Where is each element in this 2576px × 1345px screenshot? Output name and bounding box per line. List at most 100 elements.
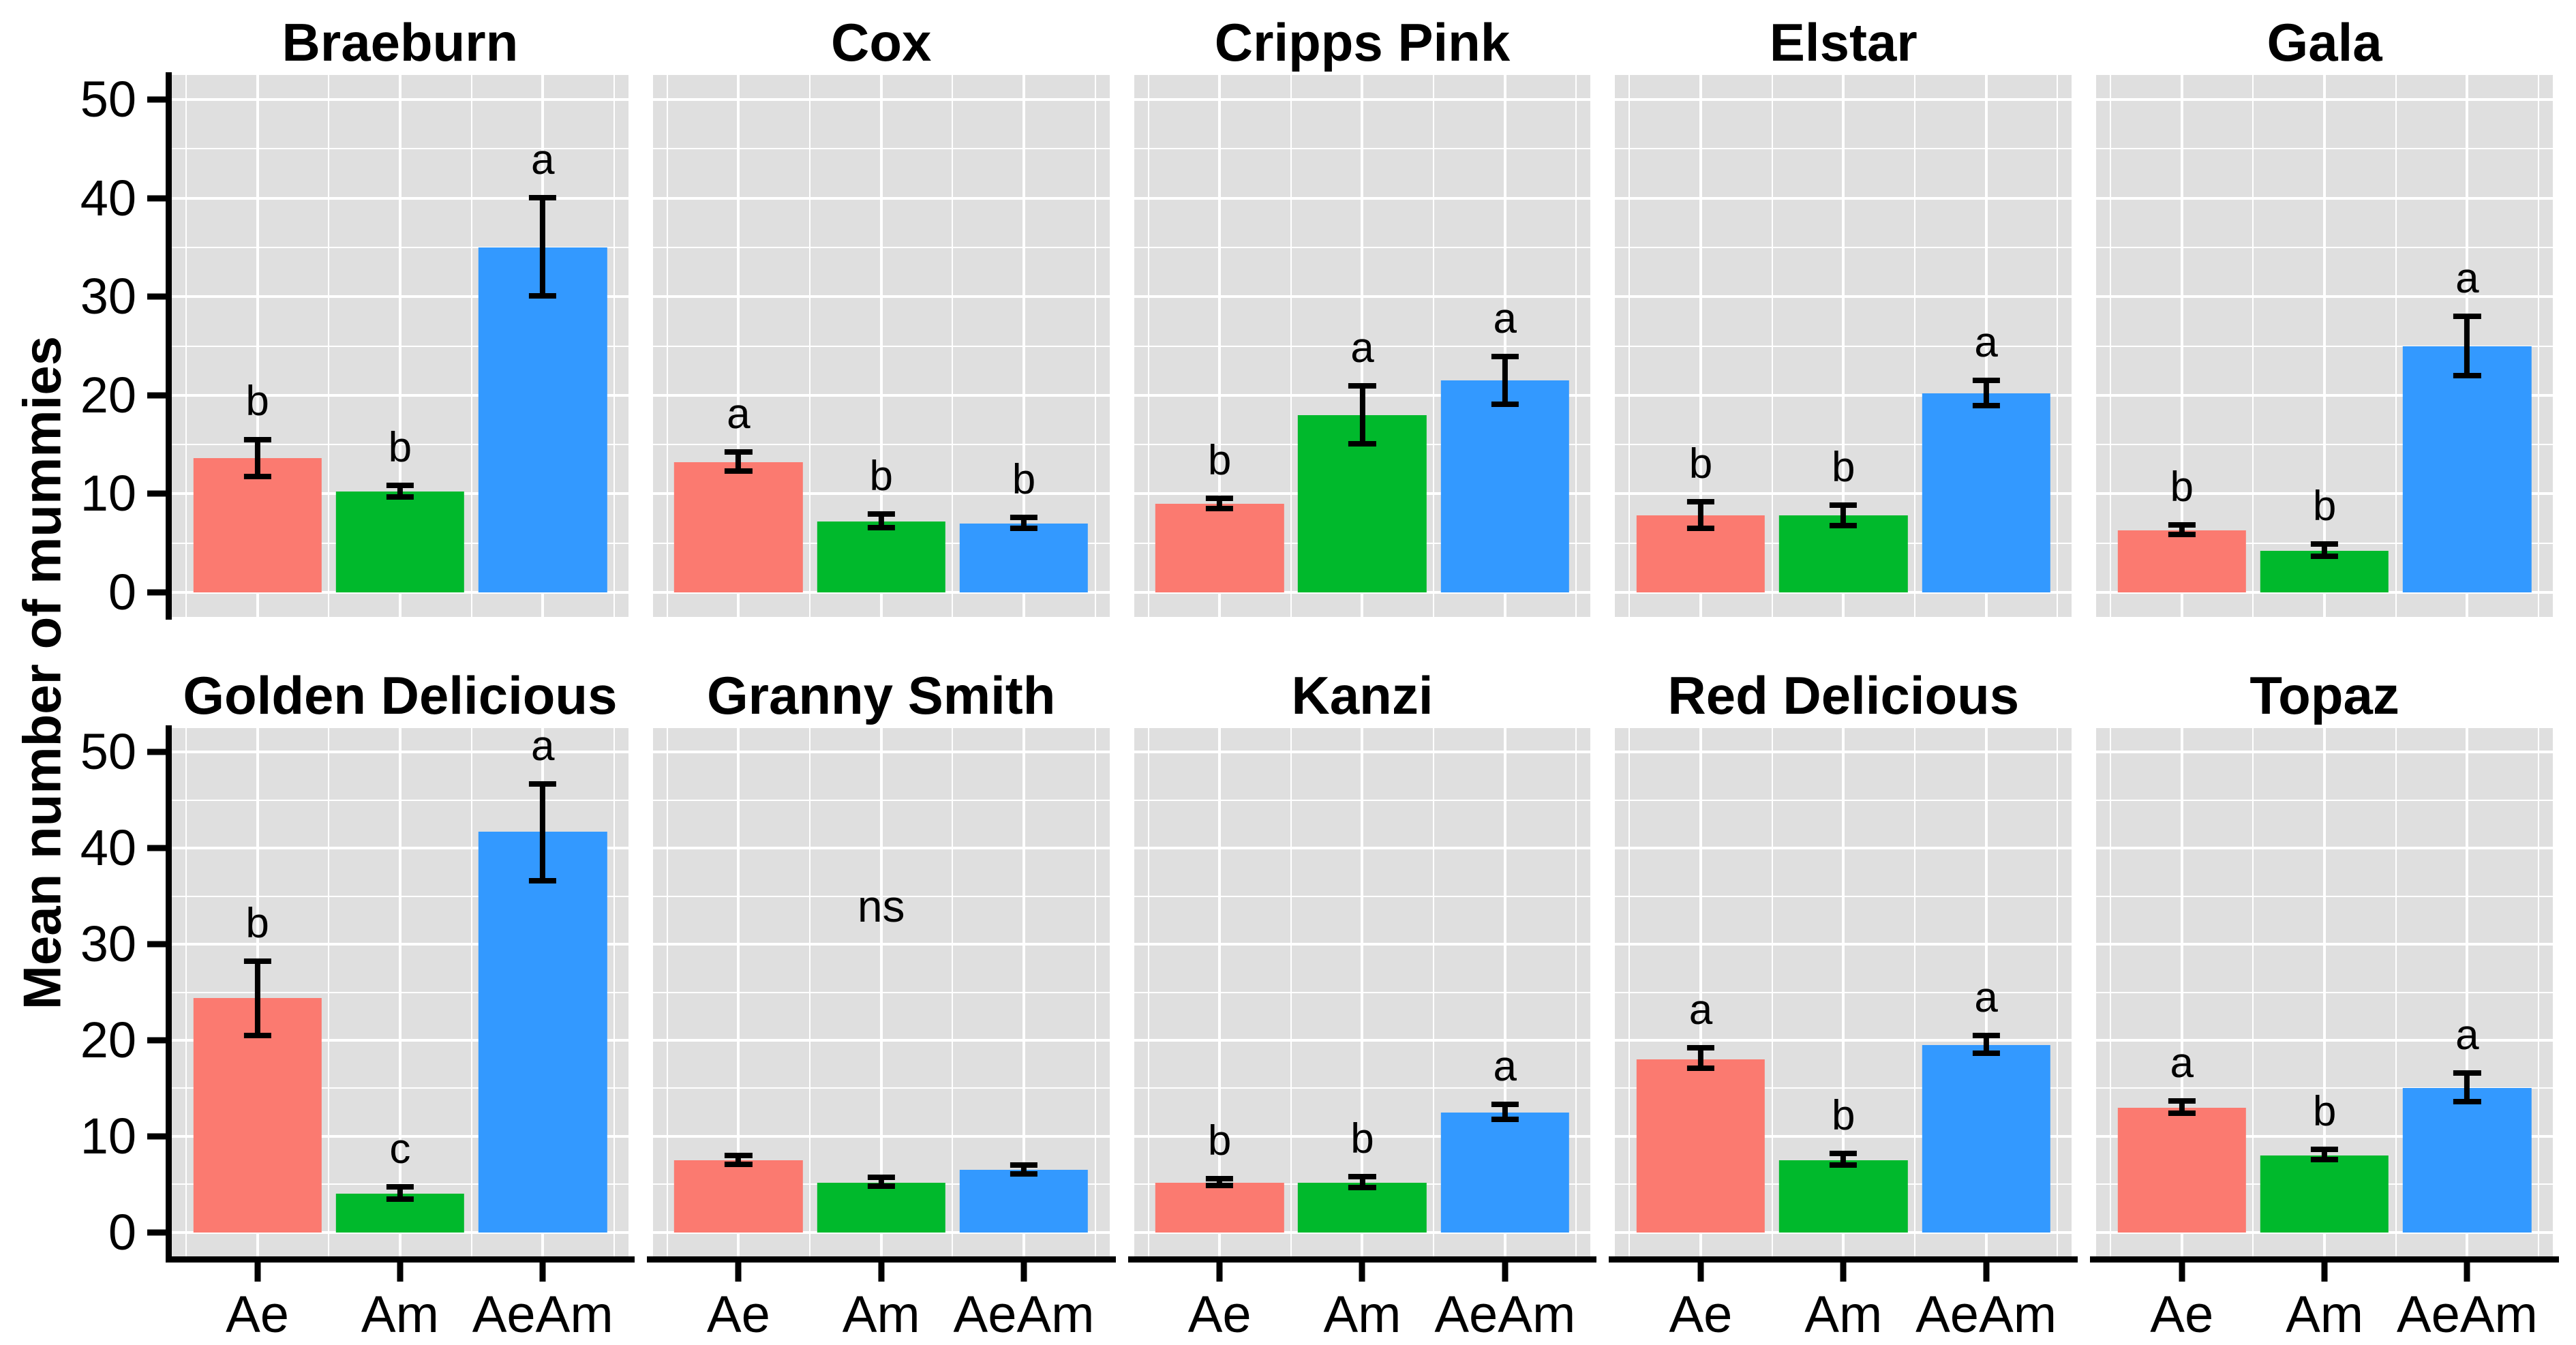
gridline-minor-vertical xyxy=(1147,75,1149,617)
error-bar-bottom-cap xyxy=(1348,440,1376,447)
bar-Am xyxy=(2260,1155,2389,1233)
error-bar-bottom-cap xyxy=(1972,402,2000,408)
bar-AeAm xyxy=(479,832,607,1233)
significance-letter: a xyxy=(1974,973,1998,1021)
bar-Ae xyxy=(2117,530,2246,592)
error-bar-stem xyxy=(1697,1045,1703,1072)
gridline-minor-vertical xyxy=(1575,728,1577,1256)
significance-letter: b xyxy=(388,424,412,472)
gridline-major-vertical xyxy=(2180,75,2183,617)
error-bar xyxy=(1491,1102,1519,1122)
gridline-minor-vertical xyxy=(1575,75,1577,617)
bar-AeAm xyxy=(1440,1112,1569,1233)
significance-letter: b xyxy=(1832,1092,1855,1139)
y-tick-label: 20 xyxy=(80,366,136,423)
y-tick-mark xyxy=(147,96,166,103)
error-bar-bottom-cap xyxy=(725,1161,753,1167)
facet-row: Golden Delicious b c a 0 10 20 30 40 50 Ae Am AeAm Gr… xyxy=(80,663,2559,1345)
gridline-minor-vertical xyxy=(1771,728,1773,1256)
y-tick-label: 50 xyxy=(80,723,136,781)
bar-Am xyxy=(1779,1160,1908,1233)
y-tick-mark xyxy=(147,392,166,399)
error-bar xyxy=(2168,522,2196,537)
gridline-minor-vertical xyxy=(1290,728,1292,1256)
x-axis-line xyxy=(646,1256,1116,1263)
error-bar-bottom-cap xyxy=(2310,553,2339,559)
x-tick-mark xyxy=(254,1263,261,1282)
facet-cripps-pink: Cripps Pink b a a xyxy=(1134,10,1591,617)
error-bar-stem xyxy=(1983,377,1989,408)
gridline-major-vertical xyxy=(256,75,259,617)
error-bar-bottom-cap xyxy=(1010,1171,1038,1177)
error-bar-bottom-cap xyxy=(1348,1184,1376,1190)
bar-Ae xyxy=(2117,1107,2246,1233)
y-tick-mark xyxy=(147,941,166,948)
gridline-minor-vertical xyxy=(2395,75,2397,617)
significance-letter: a xyxy=(1974,318,1998,366)
gridline-minor-vertical xyxy=(1771,75,1773,617)
x-tick-mark xyxy=(735,1263,742,1282)
x-tick-mark xyxy=(1020,1263,1027,1282)
bar-AeAm xyxy=(479,247,607,592)
error-bar xyxy=(243,436,271,479)
gridline-minor-vertical xyxy=(1913,75,1915,617)
x-tick-mark xyxy=(878,1263,885,1282)
error-bar xyxy=(1348,383,1376,447)
error-bar xyxy=(1972,1032,2000,1056)
facet-panel: b b a xyxy=(1615,75,2072,617)
gridline-major-vertical xyxy=(1218,728,1222,1256)
significance-letter: b xyxy=(1350,1115,1374,1162)
significance-letter: b xyxy=(245,378,269,425)
x-tick-label: Am xyxy=(1804,1286,1883,1344)
error-bar xyxy=(1206,496,1234,512)
error-bar-bottom-cap xyxy=(2168,531,2196,537)
facet-title: Topaz xyxy=(2249,665,2399,725)
error-bar-stem xyxy=(254,958,260,1039)
significance-letter: b xyxy=(869,453,893,500)
error-bar xyxy=(1348,1173,1376,1190)
x-tick-mark xyxy=(1983,1263,1990,1282)
facet-kanzi: Kanzi b b a Ae Am AeAm xyxy=(1127,663,1597,1345)
x-tick-label: AeAm xyxy=(1434,1286,1576,1344)
gridline-minor-vertical xyxy=(613,728,615,1256)
facet-panel: a b b xyxy=(652,75,1110,617)
error-bar-stem xyxy=(1217,496,1223,512)
error-bar xyxy=(386,1184,414,1202)
x-tick-mark xyxy=(1502,1263,1509,1282)
error-bar xyxy=(1206,1175,1234,1188)
significance-letter: a xyxy=(2455,254,2479,302)
facet-title: Cripps Pink xyxy=(1214,12,1511,72)
bar-Ae xyxy=(674,462,803,592)
gridline-minor-vertical xyxy=(666,75,668,617)
gridline-minor-vertical xyxy=(1628,728,1631,1256)
x-tick-mark xyxy=(1697,1263,1704,1282)
gridline-major-vertical xyxy=(1022,75,1025,617)
error-bar-bottom-cap xyxy=(867,524,895,530)
x-tick-label: Am xyxy=(2286,1286,2364,1344)
gridline-minor-vertical xyxy=(952,728,954,1256)
gridline-minor-vertical xyxy=(2252,728,2254,1256)
error-bar xyxy=(2453,1070,2481,1105)
error-bar-stem xyxy=(1502,354,1508,408)
significance-letter: a xyxy=(1688,986,1713,1033)
gridline-major-vertical xyxy=(1361,728,1364,1256)
gridline-major-vertical xyxy=(1699,75,1702,617)
gridline-major-vertical xyxy=(1984,75,1988,617)
gridline-minor-vertical xyxy=(328,75,330,617)
gridline-minor-vertical xyxy=(1147,728,1149,1256)
error-bar-stem xyxy=(2322,541,2328,559)
gridline-major-vertical xyxy=(2323,75,2327,617)
gridline-major-vertical xyxy=(1503,728,1506,1256)
gridline-minor-vertical xyxy=(185,75,187,617)
x-tick-mark xyxy=(2321,1263,2328,1282)
facet-topaz: Topaz a b a Ae Am AeAm xyxy=(2090,663,2559,1345)
gridline-major-vertical xyxy=(1361,75,1364,617)
x-tick-label: AeAm xyxy=(2396,1286,2538,1344)
error-bar-stem xyxy=(736,1152,742,1167)
error-bar-bottom-cap xyxy=(2310,1156,2339,1162)
gridline-major-vertical xyxy=(1503,75,1506,617)
error-bar xyxy=(1010,1162,1038,1177)
gridline-minor-vertical xyxy=(2538,728,2540,1256)
y-tick-label: 40 xyxy=(80,169,136,226)
